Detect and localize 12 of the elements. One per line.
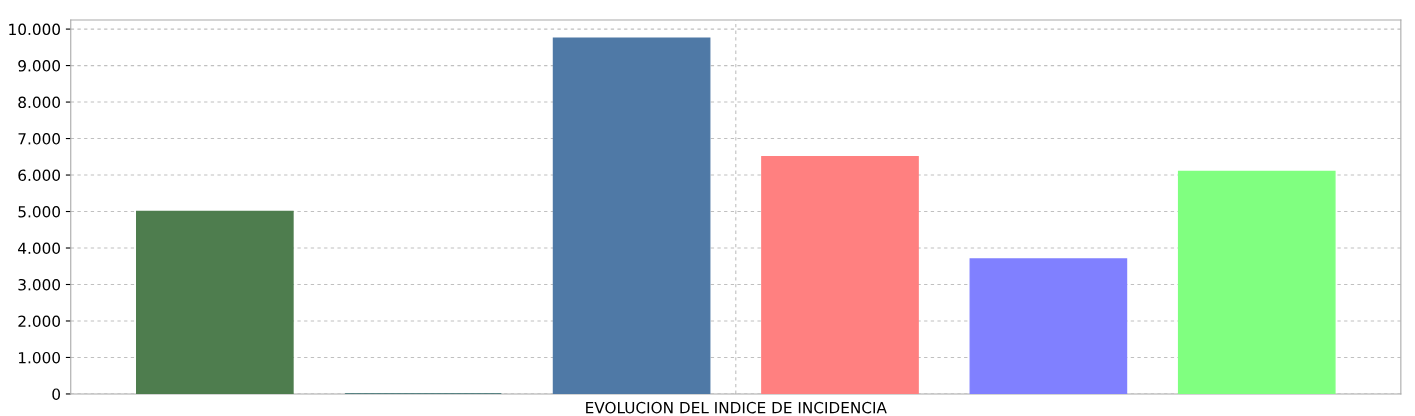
y-tick-label: 9.000 bbox=[18, 60, 61, 72]
y-tick-label: 8.000 bbox=[18, 96, 61, 109]
y-tick-label: 10.000 bbox=[9, 23, 61, 36]
x-axis-title: EVOLUCION DEL INDICE DE INCIDENCIA bbox=[586, 401, 887, 414]
y-tick-label: 6.000 bbox=[18, 169, 61, 182]
y-tick-label: 3.000 bbox=[18, 278, 61, 291]
y-tick-label: 4.000 bbox=[18, 242, 61, 255]
y-tick-label: 1.000 bbox=[18, 351, 61, 364]
y-tick-label: 0 bbox=[52, 388, 61, 400]
y-tick-label: 5.000 bbox=[18, 205, 61, 218]
y-tick-label: 2.000 bbox=[18, 315, 61, 327]
y-tick-label: 7.000 bbox=[18, 133, 61, 145]
